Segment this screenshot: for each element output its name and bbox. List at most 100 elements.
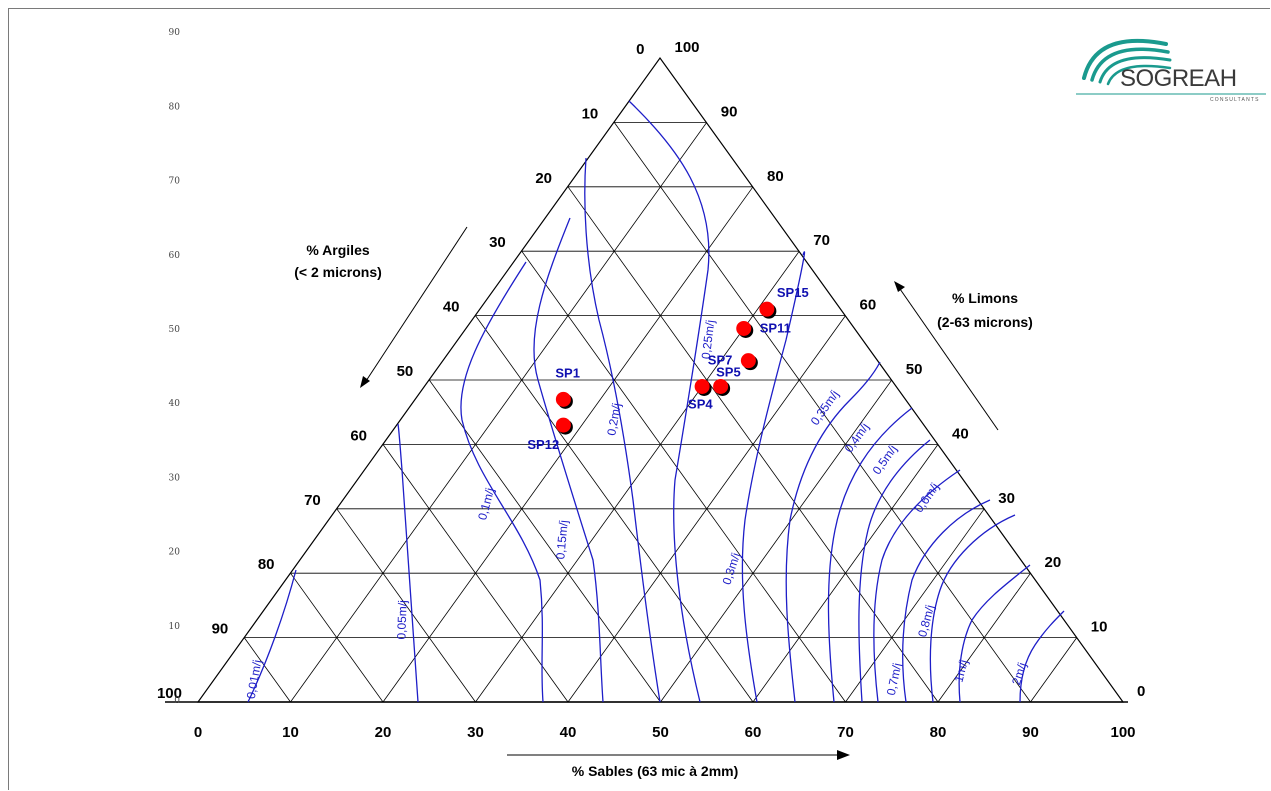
sogreah-logo: SOGREAH CONSULTANTS bbox=[1076, 38, 1266, 103]
isoline-7 bbox=[785, 361, 881, 703]
sand-arrowhead-icon bbox=[837, 750, 850, 760]
clay-tick-100: 100 bbox=[157, 685, 182, 702]
isoline-6 bbox=[741, 251, 806, 703]
grid-line-sand-50 bbox=[660, 379, 893, 703]
grid-line-silt-70 bbox=[336, 508, 476, 703]
sand-tick-30: 30 bbox=[467, 724, 484, 741]
isoline-12 bbox=[929, 514, 1016, 703]
isoline-label-10: 0,6m/j bbox=[912, 480, 942, 515]
isoline-label-12: 0,8m/j bbox=[915, 603, 937, 638]
sand-axis-title: % Sables (63 mic à 2mm) bbox=[507, 750, 850, 779]
grid-line-sand-90 bbox=[1030, 637, 1078, 703]
clay-axis-arrow bbox=[365, 226, 468, 382]
sample-point-marker bbox=[740, 353, 756, 369]
sample-point-marker bbox=[736, 320, 752, 336]
sample-point-marker bbox=[759, 301, 775, 317]
grid-line-silt-10 bbox=[613, 122, 1031, 703]
clay-tick-70: 70 bbox=[304, 492, 321, 509]
isoline-label-4: 0,2m/j bbox=[604, 402, 623, 437]
isoline-10 bbox=[873, 469, 961, 703]
logo-name: SOGREAH bbox=[1120, 65, 1237, 92]
isoline-9 bbox=[858, 439, 931, 703]
isoline-label-6: 0,3m/j bbox=[719, 551, 742, 586]
isoline-label-5: 0,25m/j bbox=[699, 319, 718, 360]
sand-axis-label: % Sables (63 mic à 2mm) bbox=[572, 763, 739, 779]
triangle-outline bbox=[165, 56, 1128, 703]
sample-point-label: SP7 bbox=[708, 353, 733, 368]
sample-points: SP15 SP11 SP7 SP4 SP5 SP1 SP12 bbox=[527, 285, 808, 452]
clay-tick-80: 80 bbox=[258, 556, 275, 573]
sample-point-sp1: SP1 bbox=[555, 365, 580, 409]
silt-tick-100: 100 bbox=[675, 39, 700, 56]
sand-tick-60: 60 bbox=[745, 724, 762, 741]
isoline-3 bbox=[533, 217, 604, 703]
isoline-label-3: 0,15m/j bbox=[553, 519, 570, 559]
grid-line-silt-30 bbox=[521, 250, 846, 703]
left-scale-tick-40: 40 bbox=[169, 399, 181, 409]
sample-point-sp5: SP5 bbox=[694, 364, 741, 396]
sample-point-label: SP5 bbox=[716, 364, 741, 379]
sample-point-label: SP1 bbox=[555, 365, 580, 380]
isoline-label-8: 0,4m/j bbox=[842, 420, 872, 455]
sample-point-label: SP15 bbox=[777, 285, 809, 300]
grid-line-sand-60 bbox=[752, 444, 939, 703]
isoline-5 bbox=[628, 100, 710, 703]
sample-point-sp15: SP15 bbox=[759, 285, 809, 319]
isoline-label-2: 0,1m/j bbox=[475, 486, 497, 521]
clay-axis-label-line2: (< 2 microns) bbox=[294, 264, 382, 280]
isoline-13 bbox=[958, 564, 1031, 703]
left-scale-tick-20: 20 bbox=[169, 548, 181, 558]
grid-line-sand-70 bbox=[845, 508, 985, 703]
clay-tick-40: 40 bbox=[443, 299, 460, 316]
silt-axis-label-line2: (2-63 microns) bbox=[937, 314, 1033, 330]
sand-tick-10: 10 bbox=[282, 724, 299, 741]
isoline-label-11: 0,7m/j bbox=[884, 662, 904, 697]
sand-tick-80: 80 bbox=[930, 724, 947, 741]
clay-tick-30: 30 bbox=[489, 234, 506, 251]
sand-tick-100: 100 bbox=[1110, 724, 1135, 741]
tick-labels: 0 10 20 30 40 50 60 70 80 90 100010203040506070809… bbox=[157, 39, 1145, 741]
silt-axis-title: % Limons (2-63 microns) bbox=[894, 281, 1033, 431]
grid-line-silt-90 bbox=[243, 637, 291, 703]
grid-line-sand-30 bbox=[475, 250, 800, 703]
sample-point-marker bbox=[555, 391, 571, 407]
sample-point-sp7: SP7 bbox=[708, 353, 758, 371]
left-scale-tick-30: 30 bbox=[169, 473, 181, 483]
silt-tick-10: 10 bbox=[1091, 619, 1108, 636]
sand-tick-70: 70 bbox=[837, 724, 854, 741]
grid-line-sand-80 bbox=[937, 572, 1031, 703]
sand-tick-0: 0 bbox=[194, 724, 202, 741]
clay-arrowhead-icon bbox=[360, 376, 370, 388]
ternary-grid bbox=[243, 122, 1078, 703]
isoline-4 bbox=[584, 157, 661, 703]
isolines: 0,01m/j 0,05m/j 0,1m/j 0,15m/j 0,2m/j 0,25m/j… bbox=[244, 100, 1065, 703]
isoline-label-0: 0,01m/j bbox=[244, 659, 265, 700]
left-scale-tick-50: 50 bbox=[169, 325, 181, 335]
isoline-1 bbox=[397, 423, 419, 703]
clay-axis-title: % Argiles (< 2 microns) bbox=[294, 226, 468, 388]
silt-tick-70: 70 bbox=[813, 232, 830, 249]
left-scale-tick-0: 0 bbox=[174, 696, 180, 706]
sample-point-label: SP11 bbox=[760, 320, 791, 335]
clay-tick-50: 50 bbox=[397, 363, 414, 380]
logo-subtitle: CONSULTANTS bbox=[1210, 97, 1260, 103]
silt-tick-50: 50 bbox=[906, 361, 923, 378]
sample-point-sp12: SP12 bbox=[527, 417, 573, 452]
clay-tick-20: 20 bbox=[535, 170, 552, 187]
sand-tick-40: 40 bbox=[560, 724, 577, 741]
left-scale-tick-90: 90 bbox=[169, 28, 181, 38]
sand-tick-20: 20 bbox=[375, 724, 392, 741]
left-scale-ticks: 0 10 20 30 40 50 60 70 80 90 bbox=[169, 28, 181, 706]
silt-tick-60: 60 bbox=[860, 297, 877, 314]
sample-point-marker bbox=[694, 378, 710, 394]
sample-point-sp4: SP4 bbox=[688, 378, 731, 411]
silt-tick-30: 30 bbox=[998, 490, 1015, 507]
chart-frame bbox=[8, 8, 1270, 790]
silt-arrowhead-icon bbox=[894, 281, 905, 292]
clay-axis-label-line1: % Argiles bbox=[306, 242, 369, 258]
isoline-label-9: 0,5m/j bbox=[870, 442, 900, 477]
grid-line-silt-50 bbox=[428, 379, 661, 703]
isoline-label-14: 2m/j bbox=[1009, 661, 1029, 687]
isoline-label-7: 0,35m/j bbox=[808, 388, 842, 428]
clay-tick-60: 60 bbox=[350, 427, 367, 444]
